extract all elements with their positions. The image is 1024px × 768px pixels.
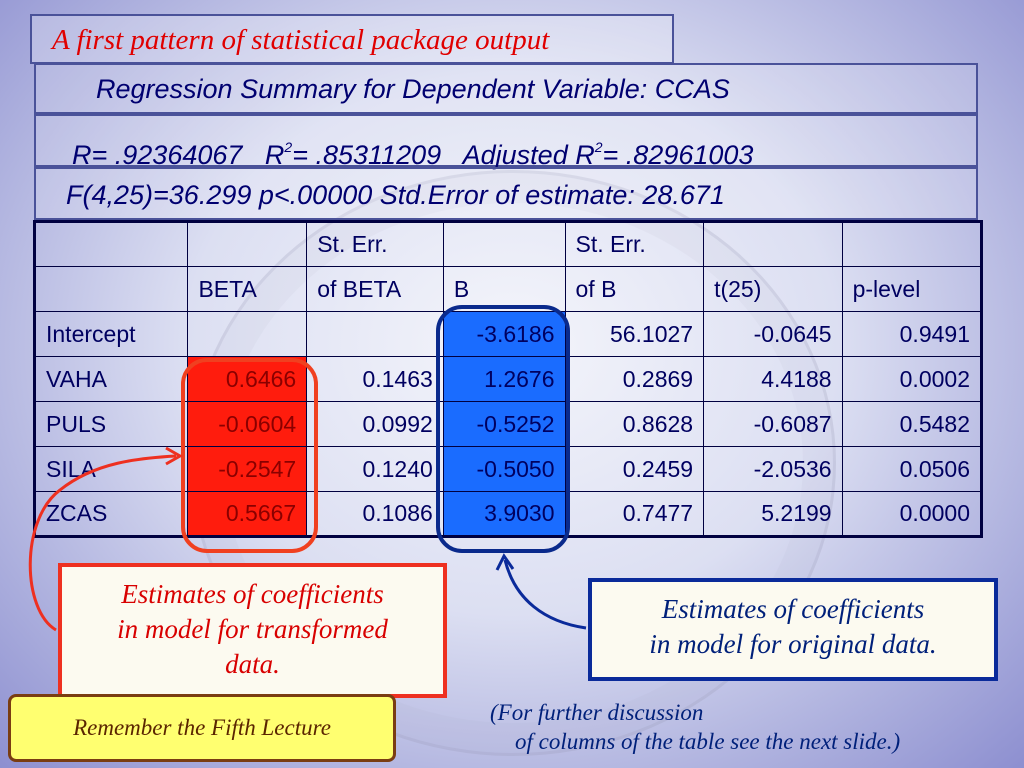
column-header: t(25) [703, 266, 843, 312]
column-header [841, 221, 983, 267]
column-header: of B [564, 266, 705, 312]
table-cell: 0.1086 [306, 491, 444, 537]
blue-callout-arrow [503, 559, 587, 630]
table-row: SILA -0.2547 0.1240 -0.5050 0.2459 -2.0536 0.0… [33, 446, 983, 492]
red-callout-arrow [28, 454, 177, 632]
column-header: B [442, 266, 566, 312]
table-cell: 5.2199 [703, 491, 843, 537]
r-value: R= .92364067 [72, 140, 243, 170]
column-header [33, 221, 189, 267]
table-cell: 1.2676 [442, 356, 566, 402]
table-cell: 0.1463 [306, 356, 444, 402]
red-arrowhead [165, 446, 184, 466]
column-header [33, 266, 189, 312]
row-label: SILA [33, 446, 189, 492]
table-cell: 3.9030 [442, 491, 566, 537]
table-cell: 0.0000 [841, 491, 983, 537]
table-cell: 0.7477 [564, 491, 705, 537]
table-cell: -0.6087 [703, 401, 843, 447]
table-cell: 0.6466 [187, 356, 308, 402]
r-squared-value: R2= .85311209 [264, 139, 442, 170]
table-cell: -3.6186 [442, 311, 566, 357]
column-header: St. Err. [564, 221, 705, 267]
table-cell: 0.2869 [564, 356, 705, 402]
adjusted-r-squared-value: Adjusted R2= .82961003 [462, 139, 754, 170]
row-label: Intercept [33, 311, 189, 357]
table-cell: 0.2459 [564, 446, 705, 492]
row-label: VAHA [33, 356, 189, 402]
f-test-and-std-error: F(4,25)=36.299 p<.00000 Std.Error of est… [34, 167, 978, 220]
column-header: BETA [187, 266, 308, 312]
row-label: ZCAS [33, 491, 189, 537]
table-cell: -0.5252 [442, 401, 566, 447]
table-cell: 4.4188 [703, 356, 843, 402]
table-row: PULS -0.0604 0.0992 -0.5252 0.8628 -0.6087 0.5… [33, 401, 983, 447]
table-cell: -0.0645 [703, 311, 843, 357]
table-cell: -0.0604 [187, 401, 308, 447]
table-cell: 0.5482 [841, 401, 983, 447]
callout-original-data: Estimates of coefficients in model for o… [588, 578, 998, 681]
table-cell: -0.5050 [442, 446, 566, 492]
table-cell: 0.0506 [841, 446, 983, 492]
table-cell: 0.0992 [306, 401, 444, 447]
further-discussion-note: (For further discussion of columns of th… [490, 700, 901, 754]
table-cell: 0.5667 [187, 491, 308, 537]
column-header: p-level [841, 266, 983, 312]
column-header: St. Err. [306, 221, 444, 267]
table-row: VAHA 0.6466 0.1463 1.2676 0.2869 4.4188 0.0002 [33, 356, 983, 402]
table-cell: 0.1240 [306, 446, 444, 492]
regression-fit-statistics: R= .92364067 R2= .85311209 Adjusted R2= … [34, 114, 978, 170]
table-cell: -2.0536 [703, 446, 843, 492]
table-row: ZCAS 0.5667 0.1086 3.9030 0.7477 5.2199 0.0000 [33, 491, 983, 537]
callout-transformed-data: Estimates of coefficients in model for t… [58, 563, 447, 698]
table-cell [306, 311, 444, 357]
blue-arrowhead [495, 553, 515, 571]
table-cell: -0.2547 [187, 446, 308, 492]
table-row: Intercept -3.6186 56.1027 -0.0645 0.9491 [33, 311, 983, 357]
regression-summary-heading: Regression Summary for Dependent Variabl… [34, 63, 978, 114]
row-label: PULS [33, 401, 189, 447]
table-cell: 56.1027 [564, 311, 705, 357]
column-header [703, 221, 843, 267]
column-header: of BETA [306, 266, 444, 312]
remember-fifth-lecture-note[interactable]: Remember the Fifth Lecture [8, 694, 396, 762]
column-header [187, 221, 308, 267]
